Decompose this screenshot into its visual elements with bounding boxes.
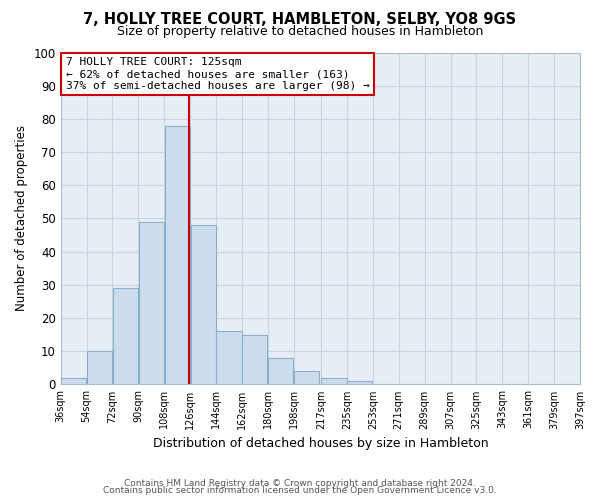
Bar <box>87 351 112 384</box>
Bar <box>347 381 373 384</box>
Bar <box>61 378 86 384</box>
Bar <box>113 288 138 384</box>
Bar <box>139 222 164 384</box>
Text: 7, HOLLY TREE COURT, HAMBLETON, SELBY, YO8 9GS: 7, HOLLY TREE COURT, HAMBLETON, SELBY, Y… <box>83 12 517 28</box>
Bar <box>164 126 190 384</box>
Bar <box>191 225 215 384</box>
Bar <box>217 332 242 384</box>
Text: Size of property relative to detached houses in Hambleton: Size of property relative to detached ho… <box>117 25 483 38</box>
X-axis label: Distribution of detached houses by size in Hambleton: Distribution of detached houses by size … <box>152 437 488 450</box>
Bar <box>294 371 319 384</box>
Bar <box>268 358 293 384</box>
Y-axis label: Number of detached properties: Number of detached properties <box>15 126 28 312</box>
Bar <box>242 334 268 384</box>
Text: Contains public sector information licensed under the Open Government Licence v3: Contains public sector information licen… <box>103 486 497 495</box>
Text: 7 HOLLY TREE COURT: 125sqm
← 62% of detached houses are smaller (163)
37% of sem: 7 HOLLY TREE COURT: 125sqm ← 62% of deta… <box>66 58 370 90</box>
Text: Contains HM Land Registry data © Crown copyright and database right 2024.: Contains HM Land Registry data © Crown c… <box>124 478 476 488</box>
Bar <box>322 378 347 384</box>
